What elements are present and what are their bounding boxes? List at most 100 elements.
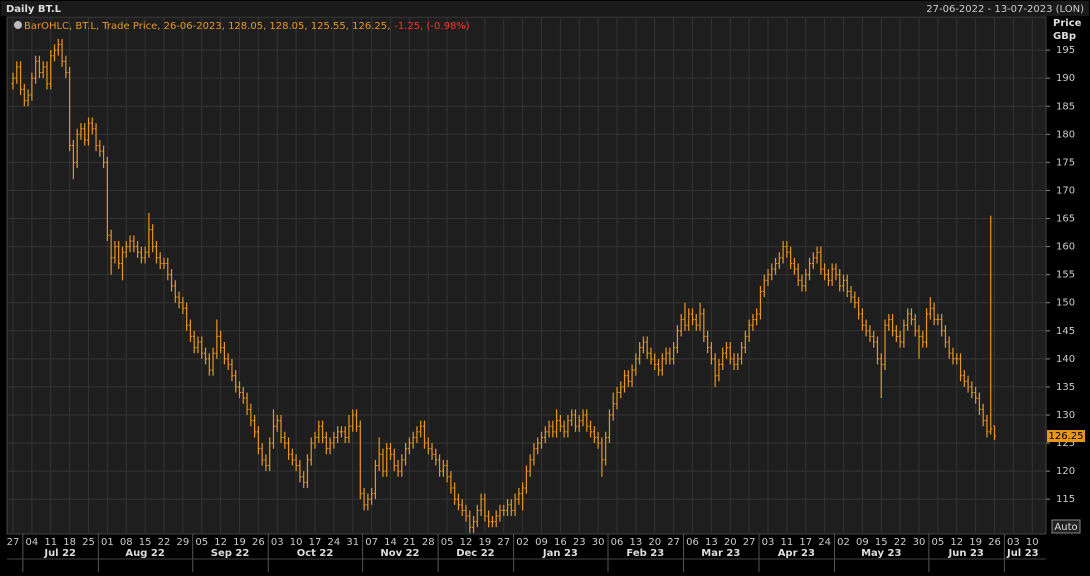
month-label: Jul 23: [1006, 548, 1039, 559]
last-price-label: 126.25: [1049, 431, 1084, 442]
x-tick-label: 19: [479, 537, 492, 548]
x-tick-label: 20: [724, 537, 737, 548]
x-tick-label: 18: [63, 537, 76, 548]
x-tick-label: 05: [932, 537, 945, 548]
x-tick-label: 21: [403, 537, 416, 548]
y-tick-label: 180: [1056, 129, 1075, 140]
x-tick-label: 11: [44, 537, 57, 548]
month-label: Aug 22: [125, 548, 164, 559]
y-tick-label: 125: [1056, 438, 1075, 449]
x-tick-label: 22: [158, 537, 171, 548]
month-label: Oct 22: [297, 548, 334, 559]
x-tick-label: 10: [290, 537, 303, 548]
y-tick-label: 135: [1056, 382, 1075, 393]
y-axis-title: Price: [1053, 18, 1082, 29]
x-tick-label: 02: [837, 537, 850, 548]
x-tick-label: 14: [384, 537, 397, 548]
month-label: Dec 22: [456, 548, 494, 559]
legend-change: -1.25, (-0.98%): [394, 21, 470, 32]
plot-area: [6, 16, 1047, 535]
x-tick-label: 17: [799, 537, 812, 548]
y-tick-label: 115: [1056, 494, 1075, 505]
month-label: Jun 23: [948, 548, 984, 559]
legend-label: BarOHLC, BT.L, Trade Price, 26-06-2023, …: [24, 21, 390, 32]
x-tick-label: 05: [195, 537, 208, 548]
x-tick-label: 03: [762, 537, 775, 548]
x-tick-label: 27: [7, 537, 20, 548]
month-label: Mar 23: [701, 548, 740, 559]
y-axis-unit: GBp: [1053, 31, 1076, 42]
y-tick-label: 155: [1056, 270, 1075, 281]
x-tick-label: 19: [969, 537, 982, 548]
last-price-box: [1047, 430, 1085, 443]
x-tick-label: 02: [516, 537, 529, 548]
y-tick-label: 185: [1056, 101, 1075, 112]
legend-icon[interactable]: [14, 21, 22, 29]
x-tick-label: 07: [365, 537, 378, 548]
x-tick-label: 26: [988, 537, 1001, 548]
month-label: Jan 23: [542, 548, 578, 559]
x-tick-label: 15: [875, 537, 888, 548]
x-tick-label: 19: [233, 537, 246, 548]
x-tick-label: 24: [328, 537, 341, 548]
chart-title: Daily BT.L: [6, 4, 62, 15]
x-tick-label: 30: [913, 537, 926, 548]
x-tick-label: 29: [177, 537, 190, 548]
x-tick-label: 16: [554, 537, 567, 548]
month-label: May 23: [861, 548, 901, 559]
x-tick-label: 12: [214, 537, 227, 548]
auto-button-label[interactable]: Auto: [1054, 522, 1077, 533]
y-tick-label: 130: [1056, 410, 1075, 421]
x-tick-label: 15: [139, 537, 152, 548]
y-tick-label: 145: [1056, 326, 1075, 337]
x-tick-label: 27: [497, 537, 510, 548]
x-tick-label: 01: [101, 537, 114, 548]
auto-button[interactable]: [1051, 519, 1081, 534]
y-tick-label: 190: [1056, 73, 1075, 84]
y-tick-label: 170: [1056, 185, 1075, 196]
x-tick-label: 05: [441, 537, 454, 548]
x-tick-label: 08: [120, 537, 133, 548]
y-tick-label: 120: [1056, 466, 1075, 477]
x-tick-label: 06: [686, 537, 699, 548]
x-tick-label: 11: [781, 537, 794, 548]
y-tick-label: 160: [1056, 242, 1075, 253]
x-tick-label: 22: [894, 537, 907, 548]
x-tick-label: 13: [630, 537, 643, 548]
x-tick-label: 03: [1007, 537, 1020, 548]
x-tick-label: 03: [271, 537, 284, 548]
date-range: 27-06-2022 - 13-07-2023 (LON): [926, 4, 1084, 15]
month-label: Nov 22: [380, 548, 419, 559]
month-label: Feb 23: [626, 548, 664, 559]
month-label: Jul 22: [43, 548, 76, 559]
x-tick-label: 26: [252, 537, 265, 548]
x-tick-label: 12: [460, 537, 473, 548]
x-tick-label: 31: [346, 537, 359, 548]
x-tick-label: 28: [422, 537, 435, 548]
y-tick-label: 165: [1056, 214, 1075, 225]
x-tick-label: 04: [26, 537, 39, 548]
x-tick-label: 06: [611, 537, 624, 548]
x-tick-label: 12: [950, 537, 963, 548]
x-tick-label: 30: [592, 537, 605, 548]
y-tick-label: 175: [1056, 157, 1075, 168]
x-tick-label: 23: [573, 537, 586, 548]
x-tick-label: 27: [743, 537, 756, 548]
x-tick-label: 27: [667, 537, 680, 548]
header-bar: [1, 1, 1089, 16]
x-tick-label: 24: [818, 537, 831, 548]
x-tick-label: 13: [705, 537, 718, 548]
x-tick-label: 20: [648, 537, 661, 548]
month-label: Apr 23: [778, 548, 815, 559]
y-tick-label: 140: [1056, 354, 1075, 365]
month-label: Sep 22: [211, 548, 250, 559]
x-tick-label: 17: [309, 537, 322, 548]
x-tick-label: 10: [1026, 537, 1039, 548]
x-tick-label: 09: [856, 537, 869, 548]
x-tick-label: 25: [82, 537, 95, 548]
x-tick-label: 09: [535, 537, 548, 548]
y-tick-label: 195: [1056, 45, 1075, 56]
y-tick-label: 150: [1056, 298, 1075, 309]
